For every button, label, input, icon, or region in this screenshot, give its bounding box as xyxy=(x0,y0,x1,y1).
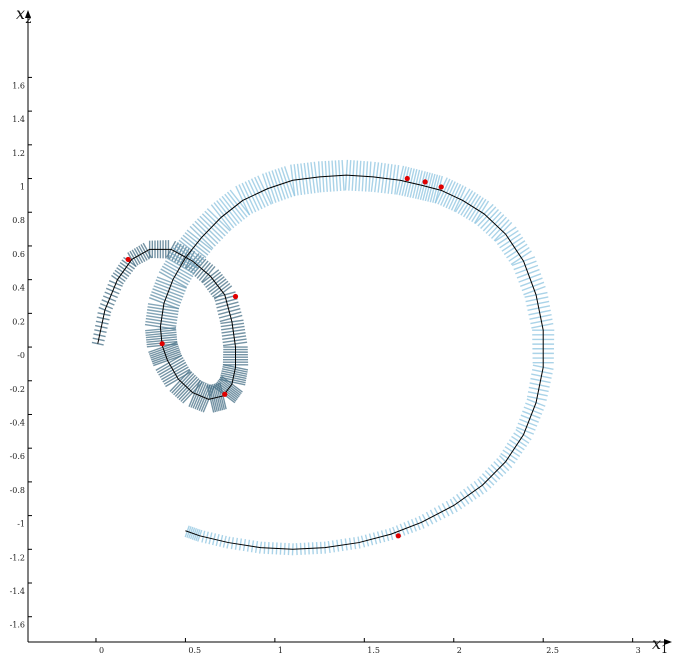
y-tick-label: 1.4 xyxy=(12,115,25,124)
trajectory xyxy=(97,174,544,550)
y-tick-label: 0.6 xyxy=(12,250,25,259)
marker-point xyxy=(125,256,131,263)
y-axis-label-subscript: 2 xyxy=(25,13,32,26)
y-axis-label: x2 xyxy=(16,4,32,26)
marker-point xyxy=(395,533,401,539)
y-axis-label-main: x xyxy=(16,4,25,23)
marker-point xyxy=(404,175,410,182)
axes xyxy=(25,10,672,645)
x-tick-label: 1.5 xyxy=(367,646,380,655)
marker-point xyxy=(159,341,165,347)
x-axis-label-subscript: 1 xyxy=(661,643,668,656)
x-tick-label: 0 xyxy=(99,646,104,655)
y-tick-label: 1 xyxy=(20,183,25,192)
marker-point xyxy=(222,391,228,397)
y-tick-label: -1.6 xyxy=(10,621,25,630)
y-tick-label: 1.2 xyxy=(12,149,25,158)
y-axis-arrow xyxy=(25,10,31,18)
y-tick-label: 0.4 xyxy=(12,284,25,293)
y-tick-label: -1 xyxy=(17,520,25,529)
x-tick-label: 3 xyxy=(636,646,641,655)
markers xyxy=(125,175,444,539)
uncertainty-band xyxy=(91,159,555,556)
y-tick-label: -0.2 xyxy=(10,385,25,394)
y-tick-label: -0.4 xyxy=(10,418,25,427)
marker-point xyxy=(422,179,428,185)
x-tick-label: 0.5 xyxy=(188,646,201,655)
x-tick-label: 2 xyxy=(457,646,462,655)
x-tick-label: 2.5 xyxy=(546,646,559,655)
marker-point xyxy=(438,184,444,190)
y-tick-label: -0.6 xyxy=(10,452,25,461)
ticks: 0 0.5 1 1.5 2 2.5 3 -1.6 -1.4 -1.2 -1 -0.8 -0.6 -0.4 -… xyxy=(10,76,641,655)
y-tick-label: -0.8 xyxy=(10,486,25,495)
y-tick-label: 0.8 xyxy=(12,216,25,225)
x-axis-label-main: x xyxy=(652,634,661,653)
y-tick-label: -0 xyxy=(17,351,25,360)
y-tick-label: -1.4 xyxy=(10,587,25,596)
y-tick-label: -1.2 xyxy=(10,553,25,562)
y-tick-label: 1.6 xyxy=(12,81,25,90)
marker-point xyxy=(232,293,239,300)
x-axis-label: x1 xyxy=(652,634,668,656)
x-tick-label: 1 xyxy=(278,646,283,655)
y-tick-label: 0.2 xyxy=(12,317,25,326)
x-axis-arrow xyxy=(664,639,672,645)
trajectory-line xyxy=(97,174,544,550)
